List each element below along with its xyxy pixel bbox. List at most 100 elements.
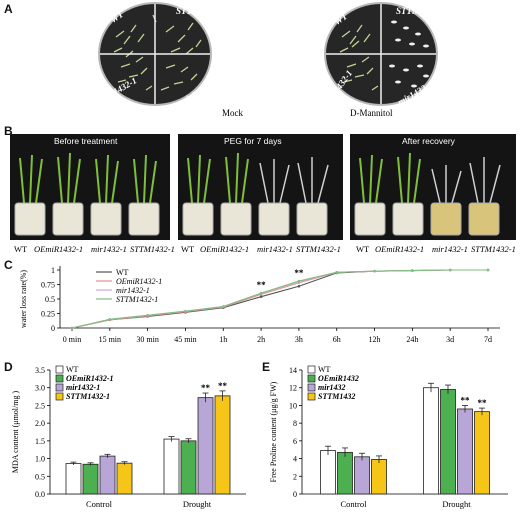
legend-label: mir1432-1 <box>66 383 100 392</box>
photo-after-label-1: OEmiR1432-1 <box>375 244 425 254</box>
plate-mannitol <box>322 2 440 106</box>
y-tick-label: 10 <box>289 401 297 410</box>
panel-letter-d: D <box>4 360 13 374</box>
x-tick-label: 3h <box>295 335 303 344</box>
y-tick-label: 0.5 <box>35 472 45 481</box>
x-tick-label: 6h <box>333 335 341 344</box>
data-point <box>335 271 339 274</box>
legend-label: WT <box>66 365 79 374</box>
x-tick-label: Control <box>86 499 113 509</box>
panel-letter-b: B <box>4 124 13 138</box>
y-tick-label: 0.25 <box>41 310 55 319</box>
data-point <box>486 268 490 272</box>
legend-swatch <box>55 392 64 401</box>
line-series-3 <box>71 269 488 329</box>
chart-proline-content: 0 2 4 6 8 10 12 14 Free Proline content (μg/g FW… <box>269 365 508 509</box>
legend-label: OEmiR1432-1 <box>116 277 162 286</box>
photo-after-label-0: WT <box>356 244 370 254</box>
bar <box>423 387 439 495</box>
y-tick-label: 1.0 <box>35 455 45 464</box>
panel-letter-a: A <box>4 2 13 16</box>
legend-label: OEmiR1432 <box>318 374 359 383</box>
legend-swatch <box>307 392 316 401</box>
plate-mock-condition: Mock <box>222 108 243 118</box>
y-tick-label: 1 <box>51 266 55 275</box>
legend-label: STTM1432-1 <box>66 392 110 401</box>
data-point <box>448 268 452 272</box>
x-tick-label: 45 min <box>174 335 196 344</box>
bar <box>197 397 214 495</box>
data-point <box>70 326 74 330</box>
data-point <box>297 279 301 283</box>
y-tick-label: 6 <box>293 437 297 446</box>
significance-mark: ** <box>201 383 211 393</box>
x-tick-label: 12h <box>369 335 381 344</box>
x-tick-label: 0 min <box>63 335 81 344</box>
y-tick-label: 4 <box>293 455 297 464</box>
legend-label: WT <box>116 268 129 277</box>
bar <box>337 451 353 495</box>
bar <box>180 440 197 495</box>
plate-mock-label-sttm: STTM1432-1 <box>176 6 226 16</box>
x-tick-label: Drought <box>183 499 212 509</box>
legend-swatch <box>307 374 316 383</box>
bar <box>82 463 99 495</box>
x-tick-label: 24h <box>406 335 418 344</box>
bar <box>214 395 231 495</box>
photo-before-label-2: mir1432-1 <box>91 244 127 254</box>
data-point <box>221 305 225 308</box>
legend-swatch <box>307 365 316 374</box>
data-point <box>411 269 414 272</box>
significance-mark: ** <box>257 280 267 290</box>
x-tick-label: 1h <box>219 335 227 344</box>
photo-peg-7-days: PEG for 7 days <box>178 134 343 240</box>
photo-peg-label-0: WT <box>181 244 195 254</box>
significance-mark: ** <box>461 395 471 405</box>
y-tick-label: 0.0 <box>35 490 45 499</box>
data-point <box>259 295 263 298</box>
bar <box>116 462 133 495</box>
photo-peg-title: PEG for 7 days <box>224 136 282 146</box>
photo-after-title: After recovery <box>402 136 455 146</box>
y-tick-label: 14 <box>289 366 297 375</box>
legend-swatch <box>55 365 64 374</box>
legend-label: STTM1432 <box>318 392 355 401</box>
panel-letter-c: C <box>4 258 13 272</box>
data-point <box>297 284 301 288</box>
photo-peg-label-1: OEmiR1432-1 <box>200 244 250 254</box>
y-tick-label: 0.5 <box>45 295 55 304</box>
plate-mannitol-condition: D-Mannitol <box>350 108 393 118</box>
plate-mannitol-image <box>324 2 438 106</box>
bar <box>99 455 116 495</box>
y-tick-label: 3.5 <box>35 366 45 375</box>
legend-label: mir1432-1 <box>116 286 150 295</box>
legend-label: WT <box>318 365 331 374</box>
plate-mannitol-label-sttm: STTM1432-1 <box>396 6 446 16</box>
bar <box>457 408 473 495</box>
bar <box>320 450 336 495</box>
photo-after-label-3: STTM1432-1 <box>471 244 516 254</box>
photo-before-label-0: WT <box>14 244 28 254</box>
legend-swatch <box>307 383 316 392</box>
legend-label: OEmiR1432-1 <box>66 374 114 383</box>
legend-swatch <box>55 374 64 383</box>
y-axis-label: MDA content (μmol/mg ) <box>11 391 20 474</box>
photo-before-title: Before treatment <box>54 136 118 146</box>
x-tick-label: 7d <box>484 335 492 344</box>
photo-before-treatment: Before treatment <box>10 134 170 240</box>
y-axis-label: water loss rate(%) <box>19 270 28 329</box>
chart-water-loss: 0 0.25 0.5 0.75 1 0 min 15 min 30 min 45 min 1h 2h… <box>19 266 500 344</box>
x-tick-label: Control <box>341 499 368 509</box>
legend-label: mir1432 <box>318 383 346 392</box>
y-tick-label: 1.5 <box>35 437 45 446</box>
photo-peg-image <box>182 152 329 236</box>
photo-before-label-3: STTM1432-1 <box>130 244 175 254</box>
legend-label: STTM1432-1 <box>116 295 158 304</box>
x-tick-label: 15 min <box>99 335 121 344</box>
plate-mock-image <box>98 2 212 106</box>
bar <box>163 438 180 495</box>
x-tick-label: 2h <box>257 335 265 344</box>
y-tick-label: 2.5 <box>35 401 45 410</box>
bar <box>354 456 370 495</box>
significance-mark: ** <box>294 268 304 278</box>
